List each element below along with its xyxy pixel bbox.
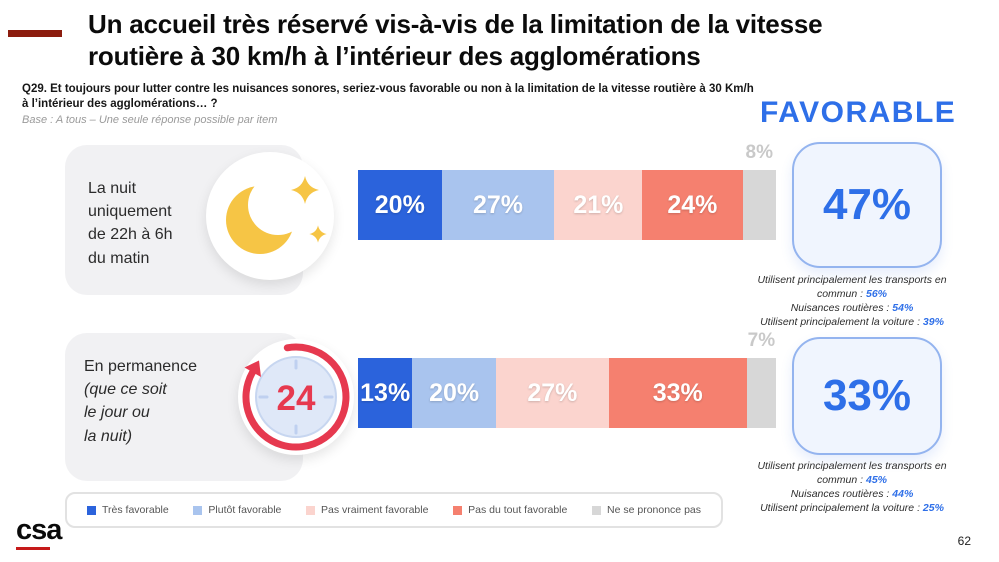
nsp-value-label: 7%	[747, 330, 776, 351]
stacked-bar-night: 20% 27% 21% 24% 8%	[358, 142, 776, 240]
legend-item-pas-vraiment-favorable: Pas vraiment favorable	[306, 504, 428, 516]
question-line2: à l’intérieur des agglomérations… ?	[22, 98, 218, 111]
bar-value-label: 27%	[527, 378, 578, 407]
bar-segment-pas-du-tout-favorable: 24%	[642, 170, 743, 240]
row-label-night: La nuit uniquement de 22h à 6h du matin	[88, 177, 173, 270]
csa-logo: csa	[16, 514, 62, 550]
legend-item-plutot-favorable: Plutôt favorable	[193, 504, 281, 516]
note-line: Nuisances routières : 54%	[736, 302, 968, 316]
favorable-total-box-night: 47%	[792, 142, 942, 268]
bar-segment-plutot-favorable: 20%	[412, 358, 496, 428]
base-note: Base : A tous – Une seule réponse possib…	[22, 114, 278, 126]
24h-clock-icon: 24	[238, 339, 354, 455]
page-title: Un accueil très réservé vis-à-vis de la …	[88, 8, 983, 72]
row-label-line: uniquement	[88, 203, 172, 221]
bar-segment-pas-du-tout-favorable: 33%	[608, 358, 747, 428]
row-label-line: (que ce soit	[84, 381, 167, 399]
legend-label: Ne se prononce pas	[607, 504, 701, 516]
crescent-moon-icon	[206, 152, 334, 280]
note-value: 56%	[866, 287, 888, 300]
row-label-line: En permanence	[84, 358, 197, 375]
bar-value-label: 20%	[374, 190, 425, 219]
bar-segment-nsp	[742, 170, 776, 240]
favorable-total-value: 33%	[822, 371, 912, 420]
bar-segment-nsp	[746, 358, 776, 428]
legend-label: Pas du tout favorable	[468, 504, 568, 516]
row-label-line: la nuit)	[84, 427, 133, 445]
page-number: 62	[957, 534, 971, 548]
favorable-heading: FAVORABLE	[760, 96, 957, 129]
page-title-line2: routière à 30 km/h à l’intérieur des agg…	[88, 41, 701, 72]
note-line: Utilisent principalement les transports …	[736, 274, 968, 302]
note-line: Utilisent principalement la voiture : 25…	[736, 502, 968, 516]
legend-label: Très favorable	[102, 504, 169, 516]
note-text: Utilisent principalement les transports …	[757, 274, 947, 300]
note-text: Utilisent principalement les transports …	[757, 460, 947, 486]
nsp-value-label: 8%	[745, 142, 774, 163]
bar-segment-pas-vraiment-favorable: 21%	[554, 170, 643, 240]
bar-segment-tres-favorable: 20%	[358, 170, 442, 240]
svg-text:24: 24	[277, 379, 316, 418]
note-line: Nuisances routières : 44%	[736, 488, 968, 502]
bar-segment-plutot-favorable: 27%	[441, 170, 555, 240]
row-label-line: le jour ou	[84, 404, 150, 422]
note-value: 45%	[866, 473, 888, 486]
bar-value-label: 20%	[429, 378, 480, 407]
bar-value-label: 21%	[573, 190, 624, 219]
favorable-notes-permanent: Utilisent principalement les transports …	[736, 460, 968, 515]
legend-label: Plutôt favorable	[208, 504, 282, 516]
note-value: 44%	[892, 487, 914, 500]
legend-swatch	[193, 505, 203, 515]
legend-swatch	[87, 505, 96, 515]
csa-logo-accent	[16, 547, 50, 550]
note-value: 25%	[922, 501, 944, 514]
bar-value-label: 33%	[652, 378, 703, 407]
favorable-total-box-permanent: 33%	[792, 337, 942, 455]
csa-logo-text: csa	[16, 514, 62, 546]
legend-item-pas-du-tout-favorable: Pas du tout favorable	[453, 504, 567, 516]
row-label-permanent: En permanence (que ce soit le jour ou la…	[84, 355, 197, 448]
page-title-line1: Un accueil très réservé vis-à-vis de la …	[88, 9, 823, 39]
note-line: Utilisent principalement les transports …	[736, 460, 968, 488]
favorable-notes-night: Utilisent principalement les transports …	[736, 274, 968, 329]
legend-item-tres-favorable: Très favorable	[87, 504, 169, 516]
note-text: Utilisent principalement la voiture :	[760, 315, 920, 328]
bar-value-label: 27%	[473, 190, 524, 219]
bar-segment-pas-vraiment-favorable: 27%	[495, 358, 609, 428]
legend-swatch	[453, 505, 463, 515]
note-value: 54%	[892, 301, 914, 314]
note-text: Nuisances routières :	[790, 487, 890, 500]
question-line1: Q29. Et toujours pour lutter contre les …	[22, 83, 754, 95]
favorable-total-value: 47%	[822, 180, 912, 229]
legend-label: Pas vraiment favorable	[321, 504, 429, 516]
note-line: Utilisent principalement la voiture : 39…	[736, 316, 968, 330]
legend-swatch	[306, 505, 316, 515]
note-text: Nuisances routières :	[790, 301, 890, 314]
bar-value-label: 13%	[360, 378, 411, 407]
question-text: Q29. Et toujours pour lutter contre les …	[22, 82, 754, 112]
row-label-line: La nuit	[88, 180, 137, 197]
legend-item-ne-se-prononce-pas: Ne se prononce pas	[592, 504, 701, 516]
note-value: 39%	[922, 315, 944, 328]
legend-swatch	[592, 505, 602, 515]
legend: Très favorable Plutôt favorable Pas vrai…	[65, 492, 723, 528]
note-text: Utilisent principalement la voiture :	[760, 501, 920, 514]
row-label-line: du matin	[88, 249, 150, 267]
bar-segment-tres-favorable: 13%	[358, 358, 413, 428]
row-label-line: de 22h à 6h	[88, 226, 173, 244]
title-accent-bar	[8, 30, 62, 37]
bar-value-label: 24%	[667, 190, 718, 219]
stacked-bar-permanent: 13% 20% 27% 33% 7%	[358, 330, 776, 428]
